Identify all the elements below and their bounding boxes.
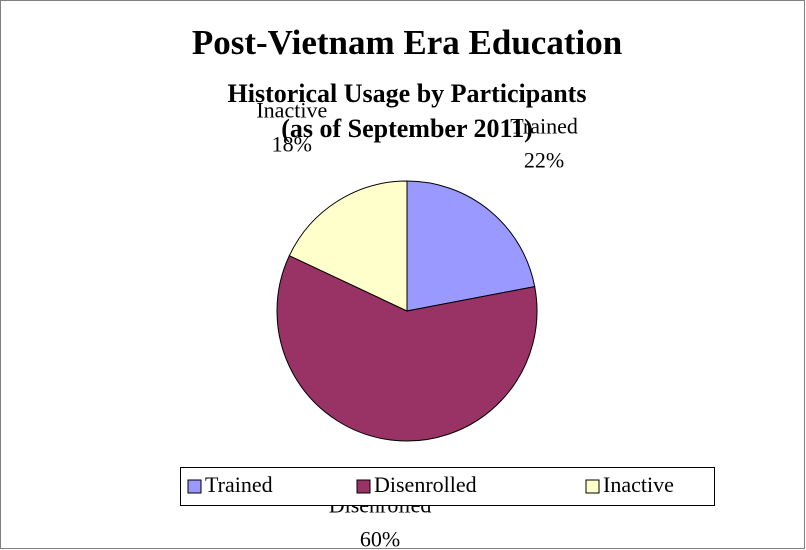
data-label-name: Inactive [256,98,327,123]
data-label-value: 60% [360,526,400,550]
legend-swatch [187,479,202,494]
chart-subtitle: Historical Usage by Participants [228,79,587,108]
legend-box [180,467,715,506]
legend-label: Inactive [603,472,674,497]
chart-title: Post-Vietnam Era Education [192,23,622,62]
data-label-value: 18% [272,132,312,157]
chart-subtitle: (as of September 2011) [281,114,533,143]
data-label-value: 22% [524,147,564,172]
pie-slice [406,180,536,312]
pie-slice [276,254,538,442]
data-label-name: Trained [510,113,578,138]
pie-slice [288,180,408,312]
legend-label: Trained [205,472,273,497]
legend-label: Disenrolled [374,472,477,497]
legend-swatch [585,479,600,494]
legend-swatch [356,479,371,494]
